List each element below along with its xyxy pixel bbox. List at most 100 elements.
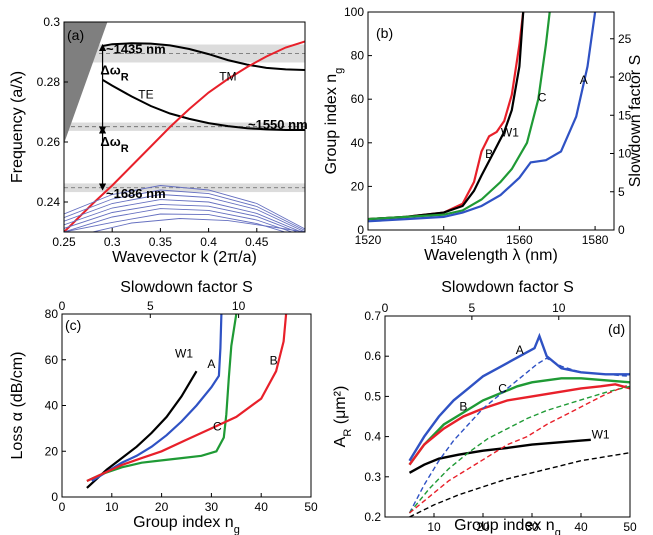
ytick-label-1: 20 bbox=[351, 179, 365, 193]
x2tick-label-1: 5 bbox=[147, 299, 154, 313]
xtick-label-0: 1520 bbox=[355, 233, 382, 247]
panel-d-frame bbox=[384, 315, 631, 518]
panel-label: (b) bbox=[376, 25, 393, 41]
x-axis-label: Wavevector k (2π/a) bbox=[112, 249, 257, 266]
xtick-label-3: 1580 bbox=[582, 233, 609, 247]
series-band-10 bbox=[92, 218, 305, 232]
panel-a-frame bbox=[63, 21, 306, 233]
ytick-label-5: 0.7 bbox=[364, 309, 381, 323]
panel-b-group-index-vs-wavelength: 1520 1540 1560 15800204060801000510152025Wa… bbox=[323, 5, 644, 264]
panel-a-plot-area bbox=[64, 22, 305, 232]
ytick-label-5: 100 bbox=[344, 5, 364, 19]
series-A bbox=[368, 12, 597, 223]
series-A bbox=[408, 332, 630, 462]
curve-label-A: A bbox=[207, 357, 215, 371]
panel-b-frame bbox=[367, 11, 615, 231]
series-band-8 bbox=[64, 208, 294, 232]
series-W1 bbox=[86, 370, 198, 489]
x2tick-label-2: 10 bbox=[232, 299, 246, 313]
ytick-label-1: 20 bbox=[45, 444, 59, 458]
xtick-label-0: 0 bbox=[59, 500, 66, 514]
ytick-label-4: 80 bbox=[45, 307, 59, 321]
panel-d-area-vs-group-index: 10 20 30 40 50 0.2 0.3 0.4 0.5 0.6 0.70 5 10 Group in… bbox=[332, 279, 637, 535]
ytick-label-0: 0 bbox=[357, 223, 364, 237]
ytick-label-2: 0.4 bbox=[364, 430, 381, 444]
ytick-label-0: 0 bbox=[51, 490, 58, 504]
x2-axis-label: Slowdown factor S bbox=[441, 279, 574, 296]
y-axis-label: Loss α (dB/cm) bbox=[9, 352, 26, 460]
series-band-1 bbox=[102, 42, 305, 71]
series-C bbox=[368, 12, 551, 221]
series-TM-2 bbox=[64, 40, 305, 232]
series-dashed-red bbox=[409, 383, 630, 514]
xtick-label-4: 50 bbox=[623, 520, 637, 534]
band-label-2: ~1686 nm bbox=[106, 186, 166, 201]
curve-label-W1: W1 bbox=[592, 428, 610, 442]
y2tick-label-3: 15 bbox=[618, 108, 632, 122]
ytick-label-4: 80 bbox=[351, 49, 365, 63]
xtick-label-1: 20 bbox=[476, 520, 490, 534]
y2tick-label-2: 10 bbox=[618, 147, 632, 161]
ytick-label-2: 40 bbox=[351, 136, 365, 150]
series-band-4 bbox=[64, 189, 305, 231]
xtick-label-0: 0.25 bbox=[52, 235, 76, 249]
xtick-label-3: 30 bbox=[205, 500, 219, 514]
xtick-label-3: 40 bbox=[574, 520, 588, 534]
curve-label-1: TM bbox=[219, 70, 236, 84]
xtick-label-1: 0.3 bbox=[104, 235, 121, 249]
xtick-label-2: 1560 bbox=[506, 233, 533, 247]
panel-label: (a) bbox=[67, 27, 84, 43]
curve-label-0: TE bbox=[138, 88, 153, 102]
y2tick-label-4: 20 bbox=[618, 70, 632, 84]
panel-c-frame bbox=[61, 313, 312, 498]
series-B bbox=[408, 383, 630, 466]
xtick-label-1: 1540 bbox=[430, 233, 457, 247]
x2tick-label-0: 0 bbox=[382, 301, 389, 315]
xtick-label-5: 50 bbox=[304, 500, 318, 514]
band-label-1: ~1550 nm bbox=[248, 117, 308, 132]
y-axis-label: Frequency (a/λ) bbox=[9, 71, 26, 183]
panel-label: (c) bbox=[65, 317, 81, 333]
xtick-label-0: 10 bbox=[427, 520, 441, 534]
series-dashed-green bbox=[408, 385, 630, 514]
series-B bbox=[368, 12, 525, 221]
xtick-label-1: 10 bbox=[105, 500, 119, 514]
panel-c-plot-area bbox=[86, 314, 288, 489]
series-B bbox=[86, 314, 288, 482]
curve-label-C: C bbox=[538, 90, 547, 104]
xtick-label-3: 0.4 bbox=[200, 235, 217, 249]
ytick-label-2: 40 bbox=[45, 399, 59, 413]
x-axis-label: Group index ng bbox=[454, 517, 561, 535]
y2tick-label-5: 25 bbox=[618, 32, 632, 46]
ytick-label-3: 0.5 bbox=[364, 389, 381, 403]
ytick-label-0: 0.2 bbox=[364, 510, 381, 524]
x2tick-label-1: 5 bbox=[469, 301, 476, 315]
panel-d-plot-area bbox=[408, 332, 630, 517]
series-A bbox=[91, 314, 223, 482]
x-axis-label: Wavelength λ (nm) bbox=[424, 247, 558, 264]
series-TE-0 bbox=[102, 79, 305, 131]
ytick-label-0: 0.24 bbox=[37, 195, 61, 209]
xtick-label-2: 30 bbox=[525, 520, 539, 534]
ytick-label-3: 60 bbox=[45, 353, 59, 367]
series-band-6 bbox=[64, 199, 303, 232]
series-W1 bbox=[408, 438, 591, 474]
ytick-label-1: 0.3 bbox=[364, 470, 381, 484]
panel-label: (d) bbox=[608, 321, 625, 337]
ytick-label-4: 0.6 bbox=[364, 349, 381, 363]
y2tick-label-0: 0 bbox=[618, 223, 625, 237]
y2tick-label-1: 5 bbox=[618, 185, 625, 199]
light-cone bbox=[64, 22, 108, 144]
ytick-label-3: 0.3 bbox=[43, 15, 60, 29]
x2tick-label-2: 10 bbox=[552, 301, 566, 315]
curve-label-C: C bbox=[213, 420, 222, 434]
series-band-5 bbox=[64, 194, 305, 232]
band-label-0: ~1435 nm bbox=[106, 42, 166, 57]
xtick-label-4: 0.45 bbox=[245, 235, 269, 249]
xtick-label-4: 40 bbox=[255, 500, 269, 514]
series-band-3 bbox=[64, 185, 305, 230]
y2-axis-label: Slowdown factor S bbox=[627, 55, 644, 188]
curve-label-B: B bbox=[485, 147, 493, 161]
xtick-label-2: 20 bbox=[155, 500, 169, 514]
